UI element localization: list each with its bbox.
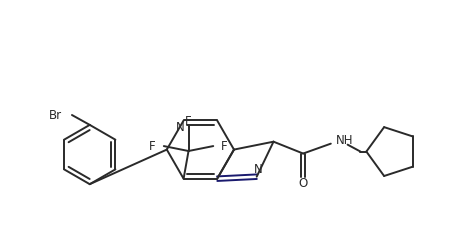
Text: NH: NH <box>336 134 353 147</box>
Text: F: F <box>149 140 156 152</box>
Text: F: F <box>185 115 192 128</box>
Text: F: F <box>221 140 228 152</box>
Text: Br: Br <box>49 109 62 122</box>
Text: O: O <box>299 177 308 190</box>
Text: N: N <box>254 163 263 176</box>
Text: N: N <box>176 121 185 134</box>
